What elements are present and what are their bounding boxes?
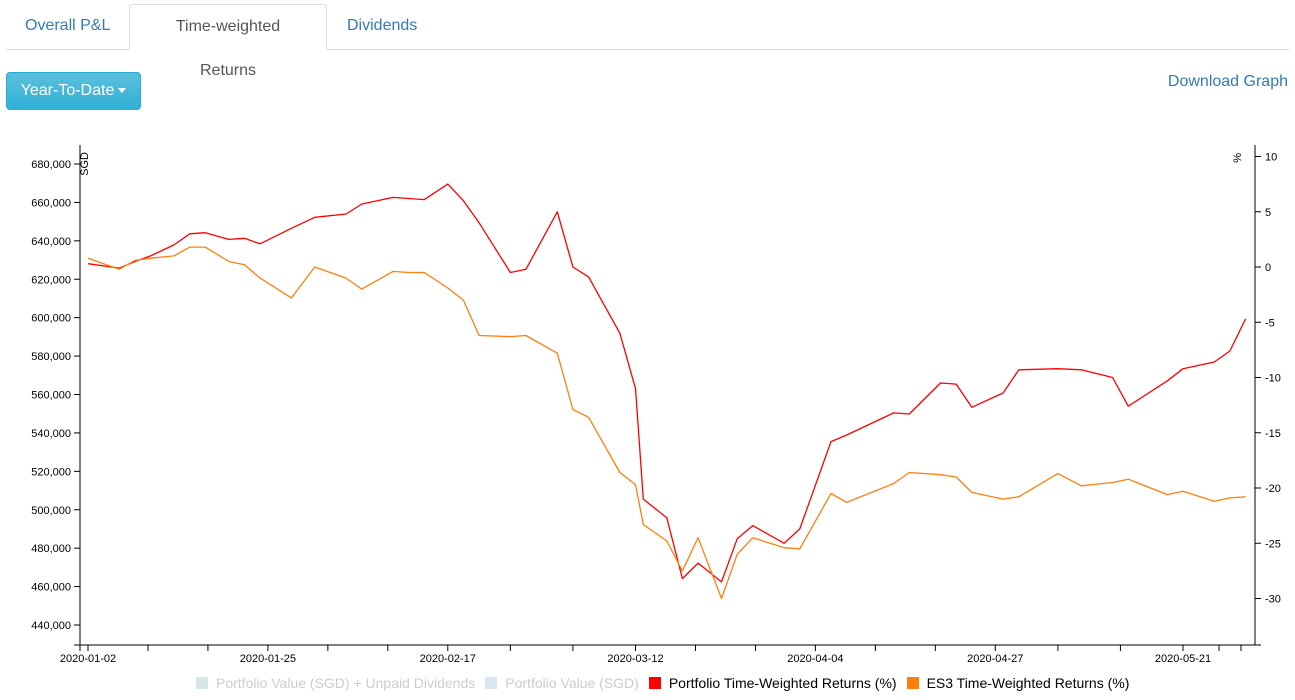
tab-bar: Overall P&L Time-weighted Returns Divide… — [6, 0, 1289, 79]
tab-time-weighted-returns[interactable]: Time-weighted Returns — [129, 4, 327, 79]
caret-down-icon — [118, 88, 127, 94]
legend-swatch-icon — [648, 677, 661, 689]
svg-text:5: 5 — [1265, 207, 1271, 219]
es3-returns-line — [87, 246, 1246, 600]
legend-label: Portfolio Value (SGD) + Unpaid Dividends — [216, 675, 476, 691]
legend-label: Portfolio Time-Weighted Returns (%) — [668, 675, 897, 691]
svg-text:520,000: 520,000 — [31, 466, 71, 478]
tab-overall-pl[interactable]: Overall P&L — [25, 17, 111, 34]
legend-item-portfolio-returns[interactable]: Portfolio Time-Weighted Returns (%) — [648, 675, 897, 691]
svg-text:480,000: 480,000 — [31, 543, 71, 555]
svg-text:2020-05-21: 2020-05-21 — [1155, 653, 1211, 665]
legend-item-portfolio-value-with-dividends[interactable]: Portfolio Value (SGD) + Unpaid Dividends — [196, 675, 475, 691]
svg-text:0: 0 — [1265, 262, 1271, 274]
legend-swatch-icon — [906, 677, 919, 689]
legend-swatch-icon — [196, 677, 208, 689]
chart-legend: Portfolio Value (SGD) + Unpaid Dividends… — [196, 675, 1139, 691]
svg-text:640,000: 640,000 — [31, 236, 71, 248]
svg-text:10: 10 — [1265, 152, 1277, 164]
svg-text:500,000: 500,000 — [31, 505, 71, 517]
svg-text:%: % — [1232, 153, 1244, 163]
legend-item-portfolio-value[interactable]: Portfolio Value (SGD) — [485, 675, 639, 691]
svg-text:-25: -25 — [1265, 538, 1281, 550]
legend-swatch-icon — [485, 677, 498, 689]
download-graph-link[interactable]: Download Graph — [1167, 73, 1288, 90]
svg-text:560,000: 560,000 — [31, 390, 71, 402]
right-y-axis: 10 5 0 -5 -10 -15 -20 -25 -30% — [1232, 145, 1281, 645]
svg-text:2020-01-02: 2020-01-02 — [60, 653, 116, 665]
svg-text:540,000: 540,000 — [31, 428, 71, 440]
left-y-axis: 440,000 460,000 480,000 500,000 520,000 540,0… — [31, 145, 91, 645]
svg-text:SGD: SGD — [79, 152, 91, 176]
svg-text:2020-02-17: 2020-02-17 — [420, 653, 476, 665]
svg-text:460,000: 460,000 — [31, 582, 71, 594]
tab-dividends[interactable]: Dividends — [347, 17, 418, 34]
svg-text:-15: -15 — [1265, 428, 1281, 440]
svg-text:-10: -10 — [1265, 373, 1281, 385]
legend-label: Portfolio Value (SGD) — [505, 675, 639, 691]
svg-text:660,000: 660,000 — [31, 197, 71, 209]
svg-text:440,000: 440,000 — [31, 620, 71, 632]
x-axis: 2020-01-02 2020-01-25 2020-02-17 2020-03-12… — [60, 644, 1261, 665]
svg-text:620,000: 620,000 — [31, 274, 71, 286]
svg-text:-30: -30 — [1265, 594, 1281, 606]
svg-text:2020-01-25: 2020-01-25 — [240, 653, 296, 665]
svg-text:580,000: 580,000 — [31, 351, 71, 363]
svg-text:2020-04-04: 2020-04-04 — [787, 653, 843, 665]
svg-text:-5: -5 — [1265, 317, 1275, 329]
svg-text:2020-03-12: 2020-03-12 — [607, 653, 663, 665]
series-lines — [87, 183, 1247, 600]
date-range-dropdown-button[interactable]: Year-To-Date — [6, 72, 141, 110]
svg-text:-20: -20 — [1265, 483, 1281, 495]
svg-text:2020-04-27: 2020-04-27 — [967, 653, 1023, 665]
svg-text:680,000: 680,000 — [31, 159, 71, 171]
svg-text:600,000: 600,000 — [31, 313, 71, 325]
portfolio-returns-line — [87, 183, 1247, 583]
date-range-label: Year-To-Date — [20, 82, 115, 99]
legend-item-es3-returns[interactable]: ES3 Time-Weighted Returns (%) — [906, 675, 1130, 691]
legend-label: ES3 Time-Weighted Returns (%) — [926, 675, 1130, 691]
